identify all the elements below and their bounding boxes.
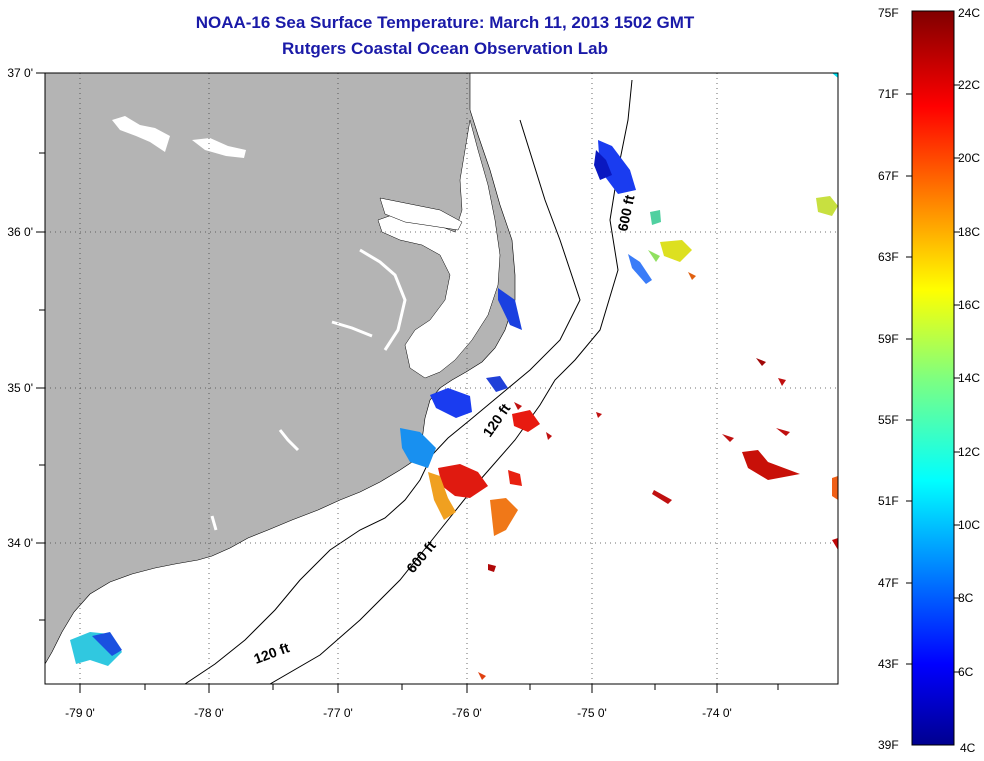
sst-patch (478, 672, 486, 680)
sst-patch (508, 470, 522, 486)
sst-patch (490, 498, 518, 536)
isobath-label: 600 ft (614, 193, 637, 232)
map-border (44, 72, 839, 685)
colorbar-ticks (906, 84, 960, 673)
inland-lake (192, 138, 246, 158)
inland-river (210, 429, 300, 531)
lat-label: 37 0' (7, 66, 33, 80)
sst-patch (486, 376, 508, 392)
inland-river (331, 248, 407, 351)
lon-label: -76 0' (452, 706, 482, 720)
isobath-600ft (269, 79, 633, 684)
colorbar-c-label: 14C (958, 371, 980, 385)
colorbar-c-label: 22C (958, 78, 980, 92)
colorbar-f-label: 71F (878, 87, 899, 101)
sst-patch (512, 410, 540, 432)
sst-patch (514, 402, 522, 410)
sst-patch (430, 388, 472, 418)
colorbar-f-label: 63F (878, 250, 899, 264)
inland-lake (112, 116, 170, 152)
colorbar-c-label: 6C (958, 665, 974, 679)
colorbar-f-label: 75F (878, 6, 899, 20)
sst-patch (742, 450, 800, 480)
sst-patch (816, 196, 838, 216)
sst-patch (498, 288, 522, 330)
graticule (45, 73, 838, 684)
sst-patch (832, 476, 838, 500)
colorbar-c-label: 12C (958, 445, 980, 459)
colorbar-f-label: 51F (878, 494, 899, 508)
sst-patch (400, 428, 436, 468)
map-title: NOAA-16 Sea Surface Temperature: March 1… (195, 13, 695, 32)
colorbar (911, 10, 955, 746)
colorbar-f-label: 59F (878, 332, 899, 346)
lat-label: 34 0' (7, 536, 33, 550)
sst-patches (70, 73, 838, 680)
colorbar-c-label: 18C (958, 225, 980, 239)
lon-label: -74 0' (702, 706, 732, 720)
axis-ticks (36, 72, 779, 693)
sst-patch (594, 150, 612, 180)
colorbar-f-label: 47F (878, 576, 899, 590)
sst-patch (428, 472, 456, 520)
sst-patch (628, 254, 652, 284)
colorbar-f-label: 43F (878, 657, 899, 671)
sst-patch (488, 564, 496, 572)
albemarle-sound (379, 197, 463, 231)
sst-patch (832, 538, 838, 550)
sst-patch (598, 140, 636, 194)
sst-patch (660, 240, 692, 262)
lat-label: 35 0' (7, 381, 33, 395)
sst-patch (832, 73, 838, 78)
sst-patch (756, 358, 766, 366)
sst-patch (546, 432, 552, 440)
sst-patch (92, 632, 122, 656)
sst-patch (648, 250, 660, 262)
colorbar-c-label: 8C (958, 591, 974, 605)
lon-label: -75 0' (577, 706, 607, 720)
colorbar-c-label: 24C (958, 6, 980, 20)
colorbar-f-label: 39F (878, 738, 899, 752)
colorbar-c-label: 4C (960, 741, 976, 755)
sst-patch (776, 428, 790, 436)
sst-patch (438, 464, 488, 498)
colorbar-c-label: 10C (958, 518, 980, 532)
map-subtitle: Rutgers Coastal Ocean Observation Lab (282, 39, 608, 58)
sst-patch (596, 412, 602, 418)
lon-label: -78 0' (194, 706, 224, 720)
colorbar-c-label: 20C (958, 151, 980, 165)
colorbar-c-label: 16C (958, 298, 980, 312)
sst-patch (652, 490, 672, 504)
lat-label: 36 0' (7, 225, 33, 239)
sst-patch (778, 378, 786, 386)
colorbar-f-label: 67F (878, 169, 899, 183)
colorbar-f-label: 55F (878, 413, 899, 427)
sst-patch (722, 434, 734, 442)
lon-label: -79 0' (65, 706, 95, 720)
sst-patch (688, 272, 696, 280)
isobath-120ft (184, 119, 581, 684)
lon-label: -77 0' (323, 706, 353, 720)
sst-patch (650, 210, 661, 225)
